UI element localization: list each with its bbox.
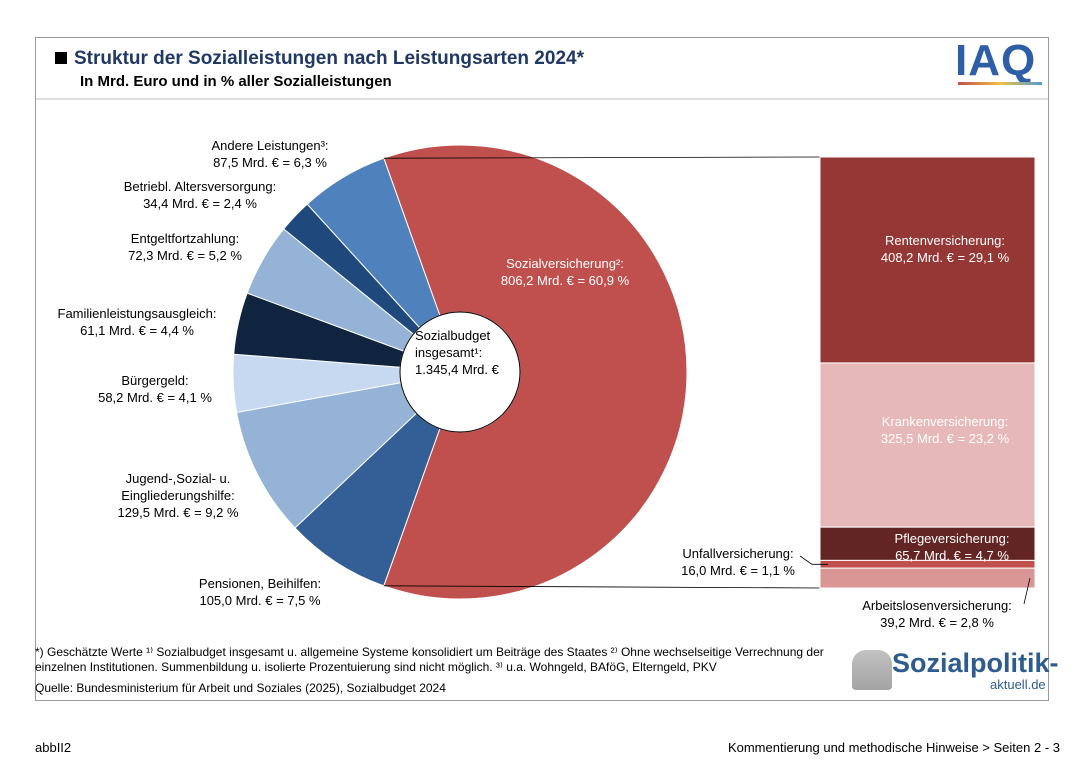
slice-label-value: 72,3 Mrd. € = 5,2 %: [128, 248, 242, 263]
slice-label: Andere Leistungen³: 87,5 Mrd. € = 6,3 %: [211, 137, 328, 171]
breakdown-label: Krankenversicherung: 325,5 Mrd. € = 23,2 …: [881, 413, 1009, 447]
slice-label-name: Sozialversicherung²:: [506, 256, 624, 271]
slice-label-value: 105,0 Mrd. € = 7,5 %: [199, 593, 321, 608]
breakdown-label-value: 65,7 Mrd. € = 4,7 %: [895, 548, 1009, 563]
breakdown-label: Rentenversicherung: 408,2 Mrd. € = 29,1 %: [881, 232, 1009, 266]
slice-label-name: Pensionen, Beihilfen:: [198, 576, 322, 591]
center-label: Sozialbudget insgesamt¹: 1.345,4 Mrd. €: [415, 327, 499, 378]
breakdown-label: Pflegeversicherung: 65,7 Mrd. € = 4,7 %: [895, 530, 1010, 564]
leader-line: [1023, 578, 1031, 605]
breakdown-segment: [819, 156, 1036, 364]
slice-label-value: 806,2 Mrd. € = 60,9 %: [500, 273, 630, 288]
slice-label-value: 58,2 Mrd. € = 4,1 %: [98, 390, 212, 405]
slice-label-name: Entgeltfortzahlung:: [130, 231, 240, 246]
breakdown-label-name: Pflegeversicherung:: [894, 531, 1010, 546]
site-logo: Sozialpolitik-: [892, 648, 1059, 678]
slice-label: Sozialversicherung²: 806,2 Mrd. € = 60,9 …: [501, 255, 629, 289]
connector: [383, 156, 821, 159]
source: Quelle: Bundesministerium für Arbeit und…: [35, 681, 446, 695]
chart-frame: [35, 37, 1049, 701]
breakdown-label-name: Unfallversicherung:: [682, 546, 794, 561]
center-label-line: Sozialbudget: [415, 328, 491, 343]
slice-label-name: Betriebl. Altersversorgung:: [123, 179, 277, 194]
pie-hole: [399, 311, 521, 433]
chart-title: Struktur der Sozialleistungen nach Leist…: [74, 48, 584, 69]
breakdown-label-value: 39,2 Mrd. € = 2,8 %: [880, 615, 994, 630]
slice-label: Bürgergeld: 58,2 Mrd. € = 4,1 %: [98, 372, 212, 406]
slice-label-name: Jugend-,Sozial- u. Eingliederungshilfe:: [121, 471, 235, 503]
slice-label: Entgeltfortzahlung: 72,3 Mrd. € = 5,2 %: [128, 230, 242, 264]
slice-label-value: 129,5 Mrd. € = 9,2 %: [117, 505, 239, 520]
slice-label-value: 34,4 Mrd. € = 2,4 %: [143, 196, 257, 211]
center-label-line: 1.345,4 Mrd. €: [415, 362, 499, 377]
breakdown-label-name: Krankenversicherung:: [881, 414, 1009, 429]
breakdown-segment: [819, 526, 1036, 561]
breakdown-label-value: 16,0 Mrd. € = 1,1 %: [681, 563, 795, 578]
breakdown-label-value: 408,2 Mrd. € = 29,1 %: [880, 250, 1010, 265]
footnotes: *) Geschätzte Werte ¹⁾ Sozialbudget insg…: [35, 645, 824, 674]
connector: [383, 585, 821, 589]
iaq-logo-bar: [958, 82, 1042, 85]
site-logo-figures: [852, 650, 892, 690]
site-logo-sub: aktuell.de: [990, 677, 1046, 692]
iaq-logo: IAQ: [955, 36, 1037, 85]
slice-label-value: 87,5 Mrd. € = 6,3 %: [213, 155, 327, 170]
footer-left: abbII2: [35, 740, 72, 755]
chart-subtitle: In Mrd. Euro und in % aller Sozialleistu…: [80, 73, 392, 90]
breakdown-label-name: Rentenversicherung:: [885, 233, 1005, 248]
slice-label: Betriebl. Altersversorgung: 34,4 Mrd. € =…: [124, 178, 276, 212]
footer-right: Kommentierung und methodische Hinweise >…: [727, 740, 1060, 755]
breakdown-segment: [819, 362, 1036, 528]
slice-label-name: Bürgergeld:: [121, 373, 189, 388]
center-label-line: insgesamt¹:: [415, 345, 483, 360]
slice-label: Jugend-,Sozial- u. Eingliederungshilfe: 1…: [108, 470, 248, 521]
slice-label-name: Andere Leistungen³:: [211, 138, 329, 153]
breakdown-label: Arbeitslosenversicherung: 39,2 Mrd. € = 2…: [862, 597, 1012, 631]
slice-label-value: 61,1 Mrd. € = 4,4 %: [80, 323, 194, 338]
breakdown-label-name: Arbeitslosenversicherung:: [862, 598, 1012, 613]
breakdown-label: Unfallversicherung: 16,0 Mrd. € = 1,1 %: [681, 545, 795, 579]
breakdown-segment: [819, 567, 1036, 589]
slice-label-name: Familienleistungsausgleich:: [57, 306, 217, 321]
breakdown-label-value: 325,5 Mrd. € = 23,2 %: [880, 431, 1010, 446]
slice-label: Pensionen, Beihilfen: 105,0 Mrd. € = 7,5 …: [199, 575, 321, 609]
title-bullet: [55, 52, 67, 64]
leader-line: [799, 555, 828, 565]
slice-label: Familienleistungsausgleich: 61,1 Mrd. € =…: [58, 305, 217, 339]
